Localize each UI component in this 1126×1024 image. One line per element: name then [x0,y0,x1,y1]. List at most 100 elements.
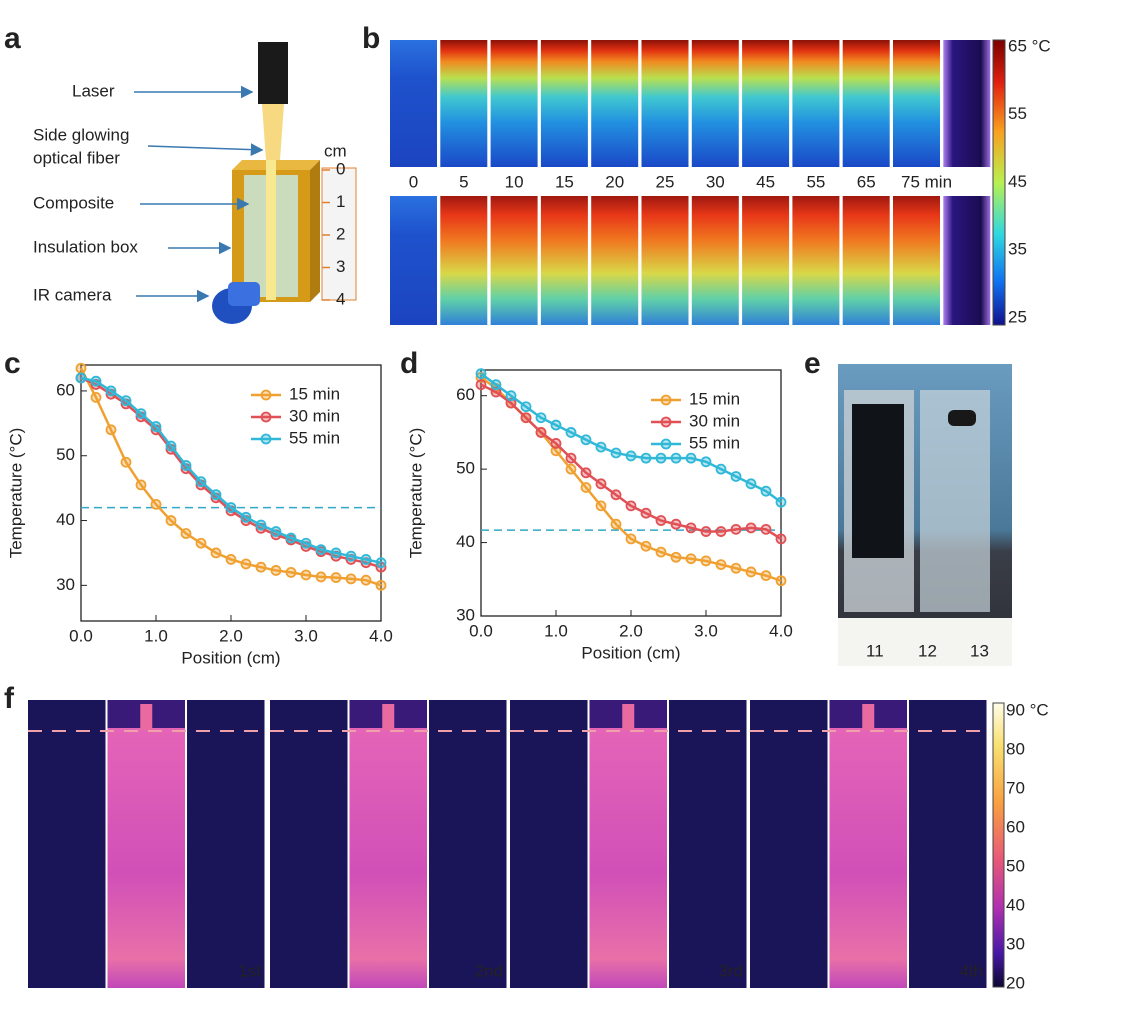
data-point [730,523,742,535]
colorbar [992,702,1005,988]
thermal-image [540,40,588,167]
data-point [535,412,547,424]
data-point [120,395,132,407]
cycle-label: 2nd [475,961,503,980]
data-point [775,533,787,545]
cycle-label: 1st [238,961,261,980]
colorbar-label: 50 [1006,856,1025,875]
ruler-label: 13 [970,641,989,660]
time-label: 10 [505,172,524,191]
data-point [150,421,162,432]
thermal-image [187,700,265,988]
data-point [715,559,727,570]
thermal-image [691,196,739,325]
data-point [565,463,577,475]
data-point [685,522,697,534]
data-point [255,519,267,531]
scale-label: 4 [336,289,345,308]
data-point [180,460,192,471]
data-point [610,447,622,459]
y-tick-label: 30 [456,605,475,624]
data-point [745,522,757,534]
photo: 11 12 13 [838,364,1012,666]
data-point [625,450,637,462]
thermal-image [540,196,588,325]
time-label: 15 [555,172,574,191]
colorbar-label: 60 [1006,817,1025,836]
x-tick-label: 4.0 [769,621,793,640]
data-point [730,562,742,574]
panel-letter: d [400,347,418,380]
legend-marker [660,438,672,450]
label: Composite [33,193,114,212]
label: IR camera [33,285,112,304]
thermal-image [893,196,940,325]
y-tick-label: 40 [456,532,475,551]
data-point [150,498,162,510]
colorbar-label: 45 [1008,172,1027,191]
data-point [550,419,562,431]
time-label: 65 [857,172,876,191]
legend-label: 15 min [289,384,340,403]
x-tick-label: 4.0 [369,626,393,645]
thermal-image [829,700,907,988]
label: Insulation box [33,237,138,256]
thermal-image [691,40,739,167]
y-axis-label: Temperature (°C) [6,428,25,559]
panel-letter: b [362,22,380,55]
data-point [300,537,312,549]
data-point [715,526,727,537]
thermal-image [440,196,488,325]
x-tick-label: 0.0 [469,621,493,640]
data-point [225,554,237,565]
panel-letter: c [4,347,21,380]
data-point [700,456,712,468]
data-point [330,572,342,583]
data-point [210,489,222,501]
data-point [670,551,682,563]
scale-unit: cm [324,141,347,160]
data-point [90,392,102,403]
thermal-image [842,40,890,167]
thermal-image [390,40,437,167]
data-point [700,555,712,567]
data-point [240,558,252,570]
data-point [685,452,697,464]
data-point [490,379,502,391]
time-label: 30 [706,172,725,191]
colorbar [992,39,1006,326]
y-tick-label: 60 [456,385,475,404]
data-point [520,401,532,413]
data-point [360,574,372,586]
data-point [655,452,667,464]
data-point [715,463,727,475]
thermal-image [750,700,828,988]
data-point [580,434,592,446]
scale-label: 3 [336,257,345,276]
data-point [685,553,697,565]
data-point [760,485,772,497]
thermal-image [490,40,538,167]
laser-beam [262,104,284,160]
data-point [520,412,532,424]
data-point [360,554,372,565]
time-label: 20 [605,172,624,191]
box-side [310,160,320,302]
scale-label: 2 [336,224,345,243]
data-point [315,571,327,583]
x-tick-label: 3.0 [694,621,718,640]
thermal-image [390,196,437,325]
data-point [625,533,637,545]
time-label: 25 [656,172,675,191]
x-tick-label: 2.0 [219,626,243,645]
data-point [640,540,652,552]
data-point [165,440,177,452]
legend-marker [660,394,672,406]
data-point [655,515,667,526]
data-point [270,565,282,576]
colorbar-label: 65 °C [1008,36,1051,55]
x-tick-label: 3.0 [294,626,318,645]
cycle-label: 4th [959,961,983,980]
thermal-image [943,196,991,325]
